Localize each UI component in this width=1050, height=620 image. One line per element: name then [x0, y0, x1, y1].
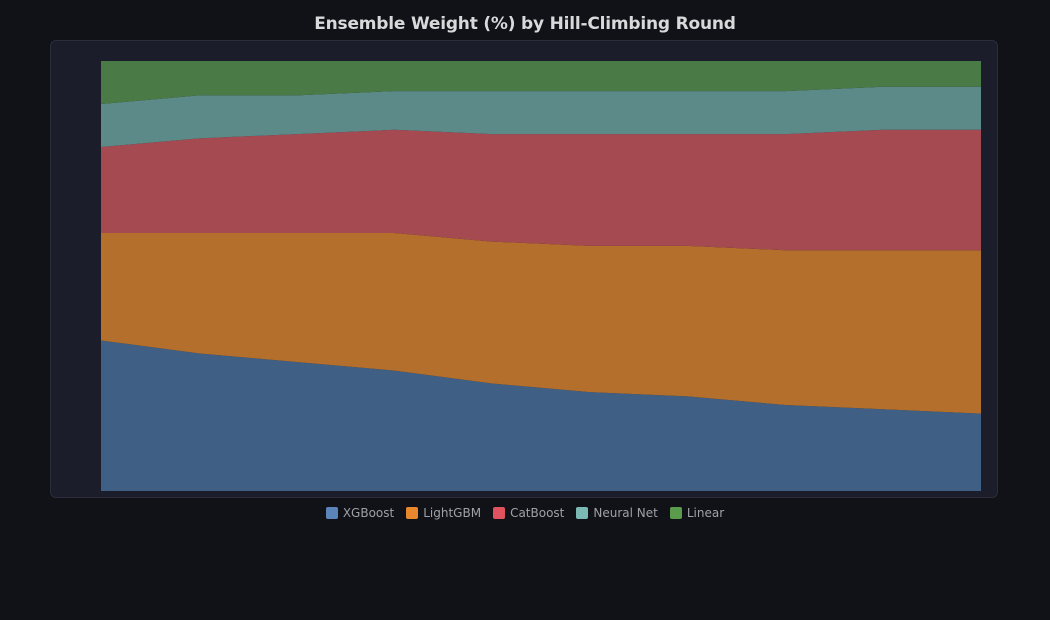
- legend-item-catboost[interactable]: CatBoost: [493, 506, 564, 520]
- legend-label: Linear: [686, 506, 725, 520]
- legend-swatch: [493, 507, 506, 519]
- legend-label: Neural Net: [593, 506, 658, 520]
- legend-item-linear[interactable]: Linear: [669, 506, 725, 520]
- stacked-areas: [101, 61, 981, 491]
- area-xgboost: [101, 340, 981, 491]
- legend-label: XGBoost: [342, 506, 395, 520]
- legend-label: CatBoost: [510, 506, 565, 520]
- legend-label: LightGBM: [423, 506, 482, 520]
- legend-item-lightgbm[interactable]: LightGBM: [406, 506, 481, 520]
- area-lightgbm: [101, 233, 981, 414]
- legend-swatch: [669, 507, 682, 519]
- area-plot: [101, 61, 981, 491]
- area-neural-net: [101, 86, 981, 147]
- chart-title: Ensemble Weight (%) by Hill-Climbing Rou…: [314, 14, 736, 34]
- area-linear: [101, 61, 981, 104]
- legend-item-xgboost[interactable]: XGBoost: [325, 506, 395, 520]
- legend-swatch: [576, 507, 589, 519]
- area-catboost: [101, 129, 981, 251]
- legend-swatch: [406, 507, 419, 519]
- chart-panel: [50, 40, 998, 498]
- legend: XGBoost LightGBM CatBoost Neural Net Linear: [0, 506, 1050, 520]
- legend-item-neural-net[interactable]: Neural Net: [576, 506, 658, 520]
- legend-swatch: [325, 507, 338, 519]
